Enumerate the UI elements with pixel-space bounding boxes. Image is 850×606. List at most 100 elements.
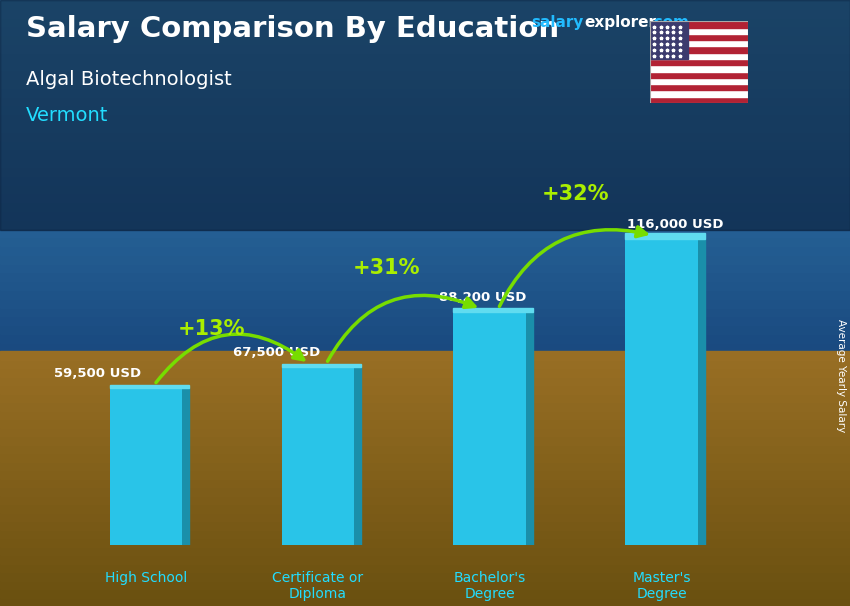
Bar <box>0 87 850 96</box>
Text: Average Yearly Salary: Average Yearly Salary <box>836 319 846 432</box>
Bar <box>281 367 354 545</box>
Bar <box>650 40 748 47</box>
Bar <box>0 210 850 220</box>
Bar <box>0 298 850 308</box>
Bar <box>0 35 850 44</box>
Bar <box>650 72 748 78</box>
Bar <box>0 512 850 521</box>
Bar <box>650 27 748 34</box>
Bar <box>0 78 850 88</box>
Bar <box>0 487 850 496</box>
Bar <box>0 228 850 237</box>
FancyArrowPatch shape <box>327 295 475 361</box>
Bar <box>0 504 850 513</box>
Bar <box>0 521 850 530</box>
Bar <box>0 167 850 176</box>
Bar <box>0 0 850 8</box>
Bar <box>626 239 698 545</box>
Bar <box>0 255 850 264</box>
Text: Salary Comparison By Education: Salary Comparison By Education <box>26 15 558 43</box>
Bar <box>0 588 850 598</box>
Bar <box>0 148 850 158</box>
Bar <box>0 385 850 394</box>
Bar <box>0 193 850 202</box>
Bar <box>0 359 850 368</box>
Bar <box>650 53 748 59</box>
Text: +31%: +31% <box>353 258 420 278</box>
Bar <box>650 21 688 59</box>
Bar <box>0 281 850 290</box>
Bar <box>354 367 361 545</box>
Bar <box>0 393 850 402</box>
Bar <box>0 351 850 360</box>
Bar <box>0 419 850 428</box>
Bar <box>0 0 850 230</box>
Text: High School: High School <box>105 571 187 585</box>
Bar <box>0 43 850 53</box>
Bar <box>0 410 850 419</box>
Bar <box>0 96 850 105</box>
Bar <box>650 65 748 72</box>
Bar <box>110 388 182 545</box>
Bar <box>0 538 850 547</box>
Bar <box>0 402 850 411</box>
Bar <box>0 201 850 211</box>
Bar <box>0 140 850 149</box>
Bar <box>0 17 850 26</box>
Bar <box>525 312 533 545</box>
Bar <box>453 308 533 312</box>
Bar <box>0 554 850 564</box>
Bar <box>0 316 850 325</box>
Bar <box>0 70 850 79</box>
Bar <box>182 388 189 545</box>
FancyArrowPatch shape <box>156 334 303 382</box>
Text: explorer: explorer <box>585 15 657 30</box>
Text: Algal Biotechnologist: Algal Biotechnologist <box>26 70 231 88</box>
Bar <box>0 597 850 606</box>
Bar <box>650 78 748 84</box>
Bar <box>0 219 850 228</box>
Bar <box>0 563 850 572</box>
Text: Master's
Degree: Master's Degree <box>632 571 691 601</box>
Bar <box>0 461 850 470</box>
FancyArrowPatch shape <box>500 227 647 307</box>
Bar <box>0 271 850 281</box>
Text: +32%: +32% <box>541 184 609 204</box>
Bar <box>453 312 525 545</box>
Bar <box>0 580 850 589</box>
Bar <box>0 546 850 555</box>
Bar <box>0 245 850 255</box>
Bar <box>0 25 850 35</box>
Bar <box>0 436 850 445</box>
Bar <box>0 263 850 273</box>
Bar <box>650 21 748 27</box>
Text: .com: .com <box>649 15 689 30</box>
Bar <box>0 158 850 167</box>
Bar <box>0 8 850 18</box>
Bar <box>0 495 850 504</box>
Bar <box>650 90 748 97</box>
Bar <box>0 290 850 299</box>
Bar <box>0 325 850 334</box>
Bar <box>110 385 189 388</box>
Bar <box>281 364 361 367</box>
Bar <box>0 470 850 479</box>
Bar <box>0 444 850 453</box>
Bar <box>0 333 850 342</box>
Text: 116,000 USD: 116,000 USD <box>627 218 723 231</box>
Text: 88,200 USD: 88,200 USD <box>439 291 526 304</box>
Bar <box>650 84 748 90</box>
Bar <box>650 47 748 53</box>
Bar <box>0 184 850 193</box>
Bar <box>0 368 850 377</box>
Bar <box>0 376 850 385</box>
Text: 59,500 USD: 59,500 USD <box>54 367 141 380</box>
Bar <box>0 52 850 61</box>
Text: Certificate or
Diploma: Certificate or Diploma <box>272 571 363 601</box>
Bar <box>0 61 850 70</box>
Bar <box>0 529 850 538</box>
Bar <box>0 342 850 351</box>
Bar <box>650 97 748 103</box>
Bar <box>0 453 850 462</box>
Bar <box>0 122 850 132</box>
